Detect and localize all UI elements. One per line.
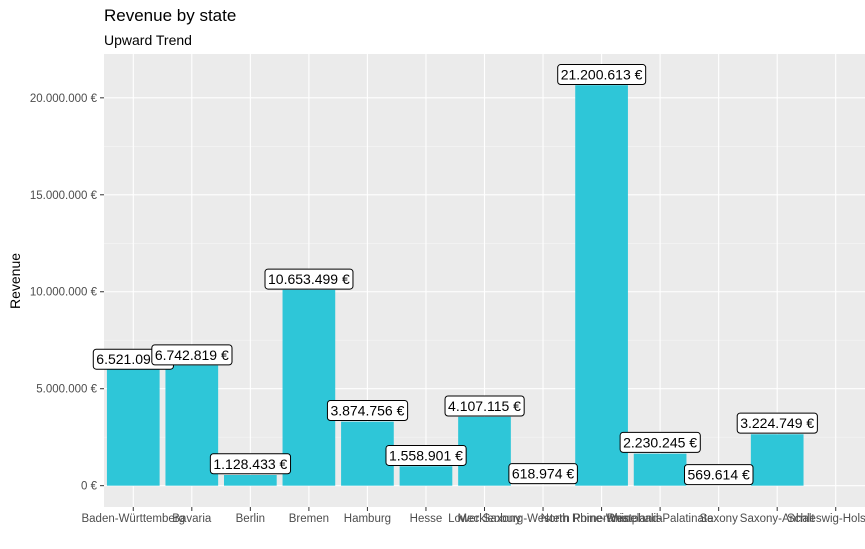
x-tick-label: Hamburg [344,513,391,525]
bar [633,453,687,486]
value-label: 1.558.901 € [385,444,467,466]
value-label-text: 4.107.115 € [448,398,521,414]
value-labels: 6.521.098 €6.742.819 €1.128.433 €10.653.… [92,64,818,486]
bar [282,289,336,486]
x-tick-label: North Rhine-Westphalia [541,513,663,525]
value-label-text: 3.874.756 € [330,403,404,419]
bar [165,365,219,486]
value-label: 569.614 € [684,464,754,486]
x-tick-label: Berlin [236,513,265,525]
x-tick-label: Schleswig-Holstein [787,513,865,525]
bar [106,369,160,486]
value-label-text: 6.742.819 € [155,347,229,363]
y-tick-label: 10.000.000 € [30,287,98,299]
value-label-box [151,344,233,366]
value-label-box [326,400,409,422]
x-tick-label: Hesse [410,513,443,525]
x-tick-label: Baden-Württemberg [81,513,185,525]
bar [458,416,511,486]
value-label: 6.742.819 € [151,344,233,366]
value-label-text: 21.200.613 € [561,67,643,83]
bar [341,421,394,486]
x-tick-label: Lower Saxony [448,513,521,525]
y-axis: 0 € 5.000.000 € 10.000.000 € 15.000.000 € 20… [30,93,104,493]
value-label-text: 618.974 € [512,466,574,482]
value-label: 21.200.613 € [557,64,647,86]
x-tick-label: Saxony [699,513,738,525]
y-tick-label: 0 € [81,481,98,493]
value-label: 3.874.756 € [326,400,409,422]
gridlines [104,54,865,507]
value-label: 1.128.433 € [209,453,292,475]
value-label-box [385,444,467,466]
y-tick-label: 5.000.000 € [36,384,97,396]
value-label-text: 2.230.245 € [623,434,697,450]
value-label-box [444,395,525,417]
value-label-box [508,463,578,485]
value-label-text: 569.614 € [688,467,750,483]
bar [399,466,453,486]
x-tick-label: Rhineland-Palatinate [607,513,714,525]
value-label-box [557,64,647,86]
x-tick-label: Mecklenburg-Western Pomerania [457,513,629,525]
bar [750,434,804,486]
x-tick-label: Bavaria [172,513,212,525]
chart-subtitle: Upward Trend [104,32,192,48]
value-label-box [619,431,701,453]
value-label-text: 3.224.749 € [740,415,814,431]
value-label-text: 10.653.499 € [268,271,350,287]
bar [575,85,628,486]
value-label: 10.653.499 € [264,268,354,290]
bar [224,475,277,486]
y-tick-label: 20.000.000 € [30,93,98,105]
value-label-box [209,453,292,475]
value-label: 3.224.749 € [736,412,818,434]
value-label-box [684,464,754,486]
bars [106,85,804,486]
value-label: 618.974 € [508,463,578,485]
value-label-box [736,412,818,434]
x-tick-label: Bremen [289,513,329,525]
value-label-box [264,268,354,290]
value-label: 4.107.115 € [444,395,525,417]
value-label: 2.230.245 € [619,431,701,453]
x-tick-label: Saxony-Anhalt [740,513,816,525]
y-axis-title: Revenue [7,253,23,309]
chart-title: Revenue by state [104,6,237,25]
y-tick-label: 15.000.000 € [30,190,98,202]
value-label-text: 1.128.433 € [213,456,287,472]
value-label-text: 1.558.901 € [389,447,463,463]
